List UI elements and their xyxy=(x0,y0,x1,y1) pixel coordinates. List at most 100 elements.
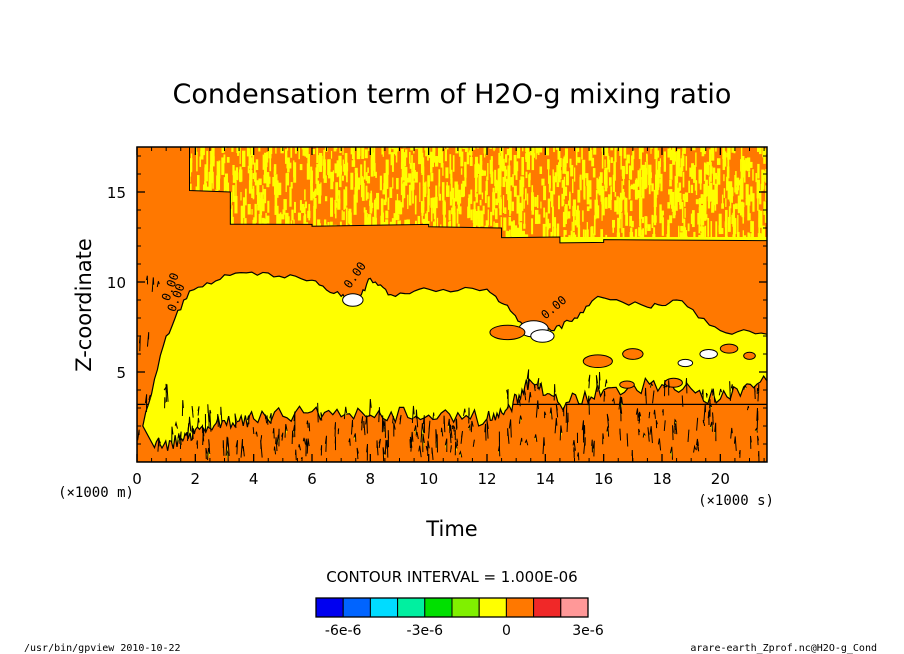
noise-fleck xyxy=(632,150,635,160)
noise-fleck xyxy=(564,166,567,175)
noise-fleck xyxy=(285,173,287,193)
contour-spike xyxy=(145,275,149,285)
noise-fleck xyxy=(334,199,336,214)
contour-spike xyxy=(220,406,223,424)
noise-fleck xyxy=(717,134,720,139)
noise-fleck xyxy=(604,159,606,168)
noise-fleck xyxy=(400,162,404,169)
contour-spike xyxy=(305,438,309,457)
noise-fleck xyxy=(464,164,467,178)
contour-spike xyxy=(712,388,716,403)
noise-fleck xyxy=(637,170,640,187)
noise-fleck xyxy=(562,182,565,200)
noise-fleck xyxy=(258,147,261,152)
noise-fleck xyxy=(335,202,338,208)
contour-spike xyxy=(467,423,471,431)
noise-fleck xyxy=(667,138,670,146)
noise-fleck xyxy=(240,205,244,224)
contour-spike xyxy=(444,438,448,452)
noise-fleck xyxy=(451,207,454,215)
noise-fleck xyxy=(552,216,554,236)
noise-fleck xyxy=(199,156,202,167)
noise-fleck xyxy=(423,131,424,139)
noise-fleck xyxy=(713,133,715,140)
noise-fleck xyxy=(189,158,193,173)
noise-fleck xyxy=(619,192,623,213)
noise-fleck xyxy=(447,129,449,144)
noise-fleck xyxy=(280,147,284,154)
noise-fleck xyxy=(572,178,574,194)
noise-fleck xyxy=(334,147,338,150)
contour-spike xyxy=(366,443,368,461)
noise-fleck xyxy=(499,156,503,170)
noise-fleck xyxy=(708,176,711,185)
noise-fleck xyxy=(577,189,581,203)
noise-fleck xyxy=(420,157,423,174)
noise-fleck xyxy=(561,179,565,188)
noise-fleck xyxy=(456,208,459,224)
noise-fleck xyxy=(367,214,372,233)
contour-spike xyxy=(655,420,658,429)
noise-fleck xyxy=(438,182,440,197)
noise-fleck xyxy=(675,163,679,184)
noise-fleck xyxy=(564,154,567,170)
noise-fleck xyxy=(747,200,750,221)
noise-fleck xyxy=(663,151,667,172)
noise-fleck xyxy=(608,159,611,173)
noise-fleck xyxy=(366,217,370,233)
y-tick-label: 5 xyxy=(116,364,126,382)
noise-fleck xyxy=(361,137,363,144)
noise-fleck xyxy=(531,152,535,171)
noise-fleck xyxy=(604,169,606,185)
noise-fleck xyxy=(419,182,421,202)
noise-fleck xyxy=(574,234,577,244)
noise-fleck xyxy=(736,177,739,191)
noise-fleck xyxy=(637,190,640,199)
contour-spike xyxy=(158,440,162,447)
noise-fleck xyxy=(688,180,691,193)
noise-fleck xyxy=(385,184,387,202)
noise-fleck xyxy=(414,171,418,183)
contour-spike xyxy=(598,371,601,389)
noise-fleck xyxy=(655,159,658,177)
noise-fleck xyxy=(700,194,704,204)
noise-fleck xyxy=(483,147,487,154)
contour-spike xyxy=(308,422,311,432)
noise-fleck xyxy=(494,169,497,187)
noise-fleck xyxy=(527,193,529,205)
noise-fleck xyxy=(523,199,525,209)
noise-fleck xyxy=(592,168,596,178)
noise-fleck xyxy=(410,147,414,151)
noise-fleck xyxy=(555,147,559,150)
noise-fleck xyxy=(669,179,672,187)
noise-fleck xyxy=(698,197,702,211)
noise-fleck xyxy=(235,180,237,198)
contour-spike xyxy=(662,409,664,416)
noise-fleck xyxy=(381,140,383,146)
contour-spike xyxy=(712,412,714,425)
noise-fleck xyxy=(716,175,719,187)
noise-fleck xyxy=(537,214,541,224)
noise-fleck xyxy=(639,234,642,243)
contour-spike xyxy=(638,428,641,436)
noise-fleck xyxy=(339,135,341,141)
noise-fleck xyxy=(529,172,531,181)
noise-fleck xyxy=(335,182,339,202)
noise-fleck xyxy=(644,161,647,176)
contour-spike xyxy=(413,425,417,437)
noise-fleck xyxy=(586,177,589,186)
colorbar-swatch xyxy=(451,597,480,618)
contour-spike xyxy=(618,396,621,410)
contour-spike xyxy=(393,422,396,437)
noise-fleck xyxy=(237,172,239,180)
contour-spike xyxy=(187,423,190,435)
noise-fleck xyxy=(330,151,333,159)
noise-fleck xyxy=(660,214,664,221)
noise-fleck xyxy=(758,217,761,234)
noise-fleck xyxy=(614,200,618,212)
noise-fleck xyxy=(722,150,726,171)
noise-fleck xyxy=(604,167,608,189)
contour-spike xyxy=(269,413,272,424)
contour-spike xyxy=(456,438,459,446)
noise-fleck xyxy=(474,189,477,198)
